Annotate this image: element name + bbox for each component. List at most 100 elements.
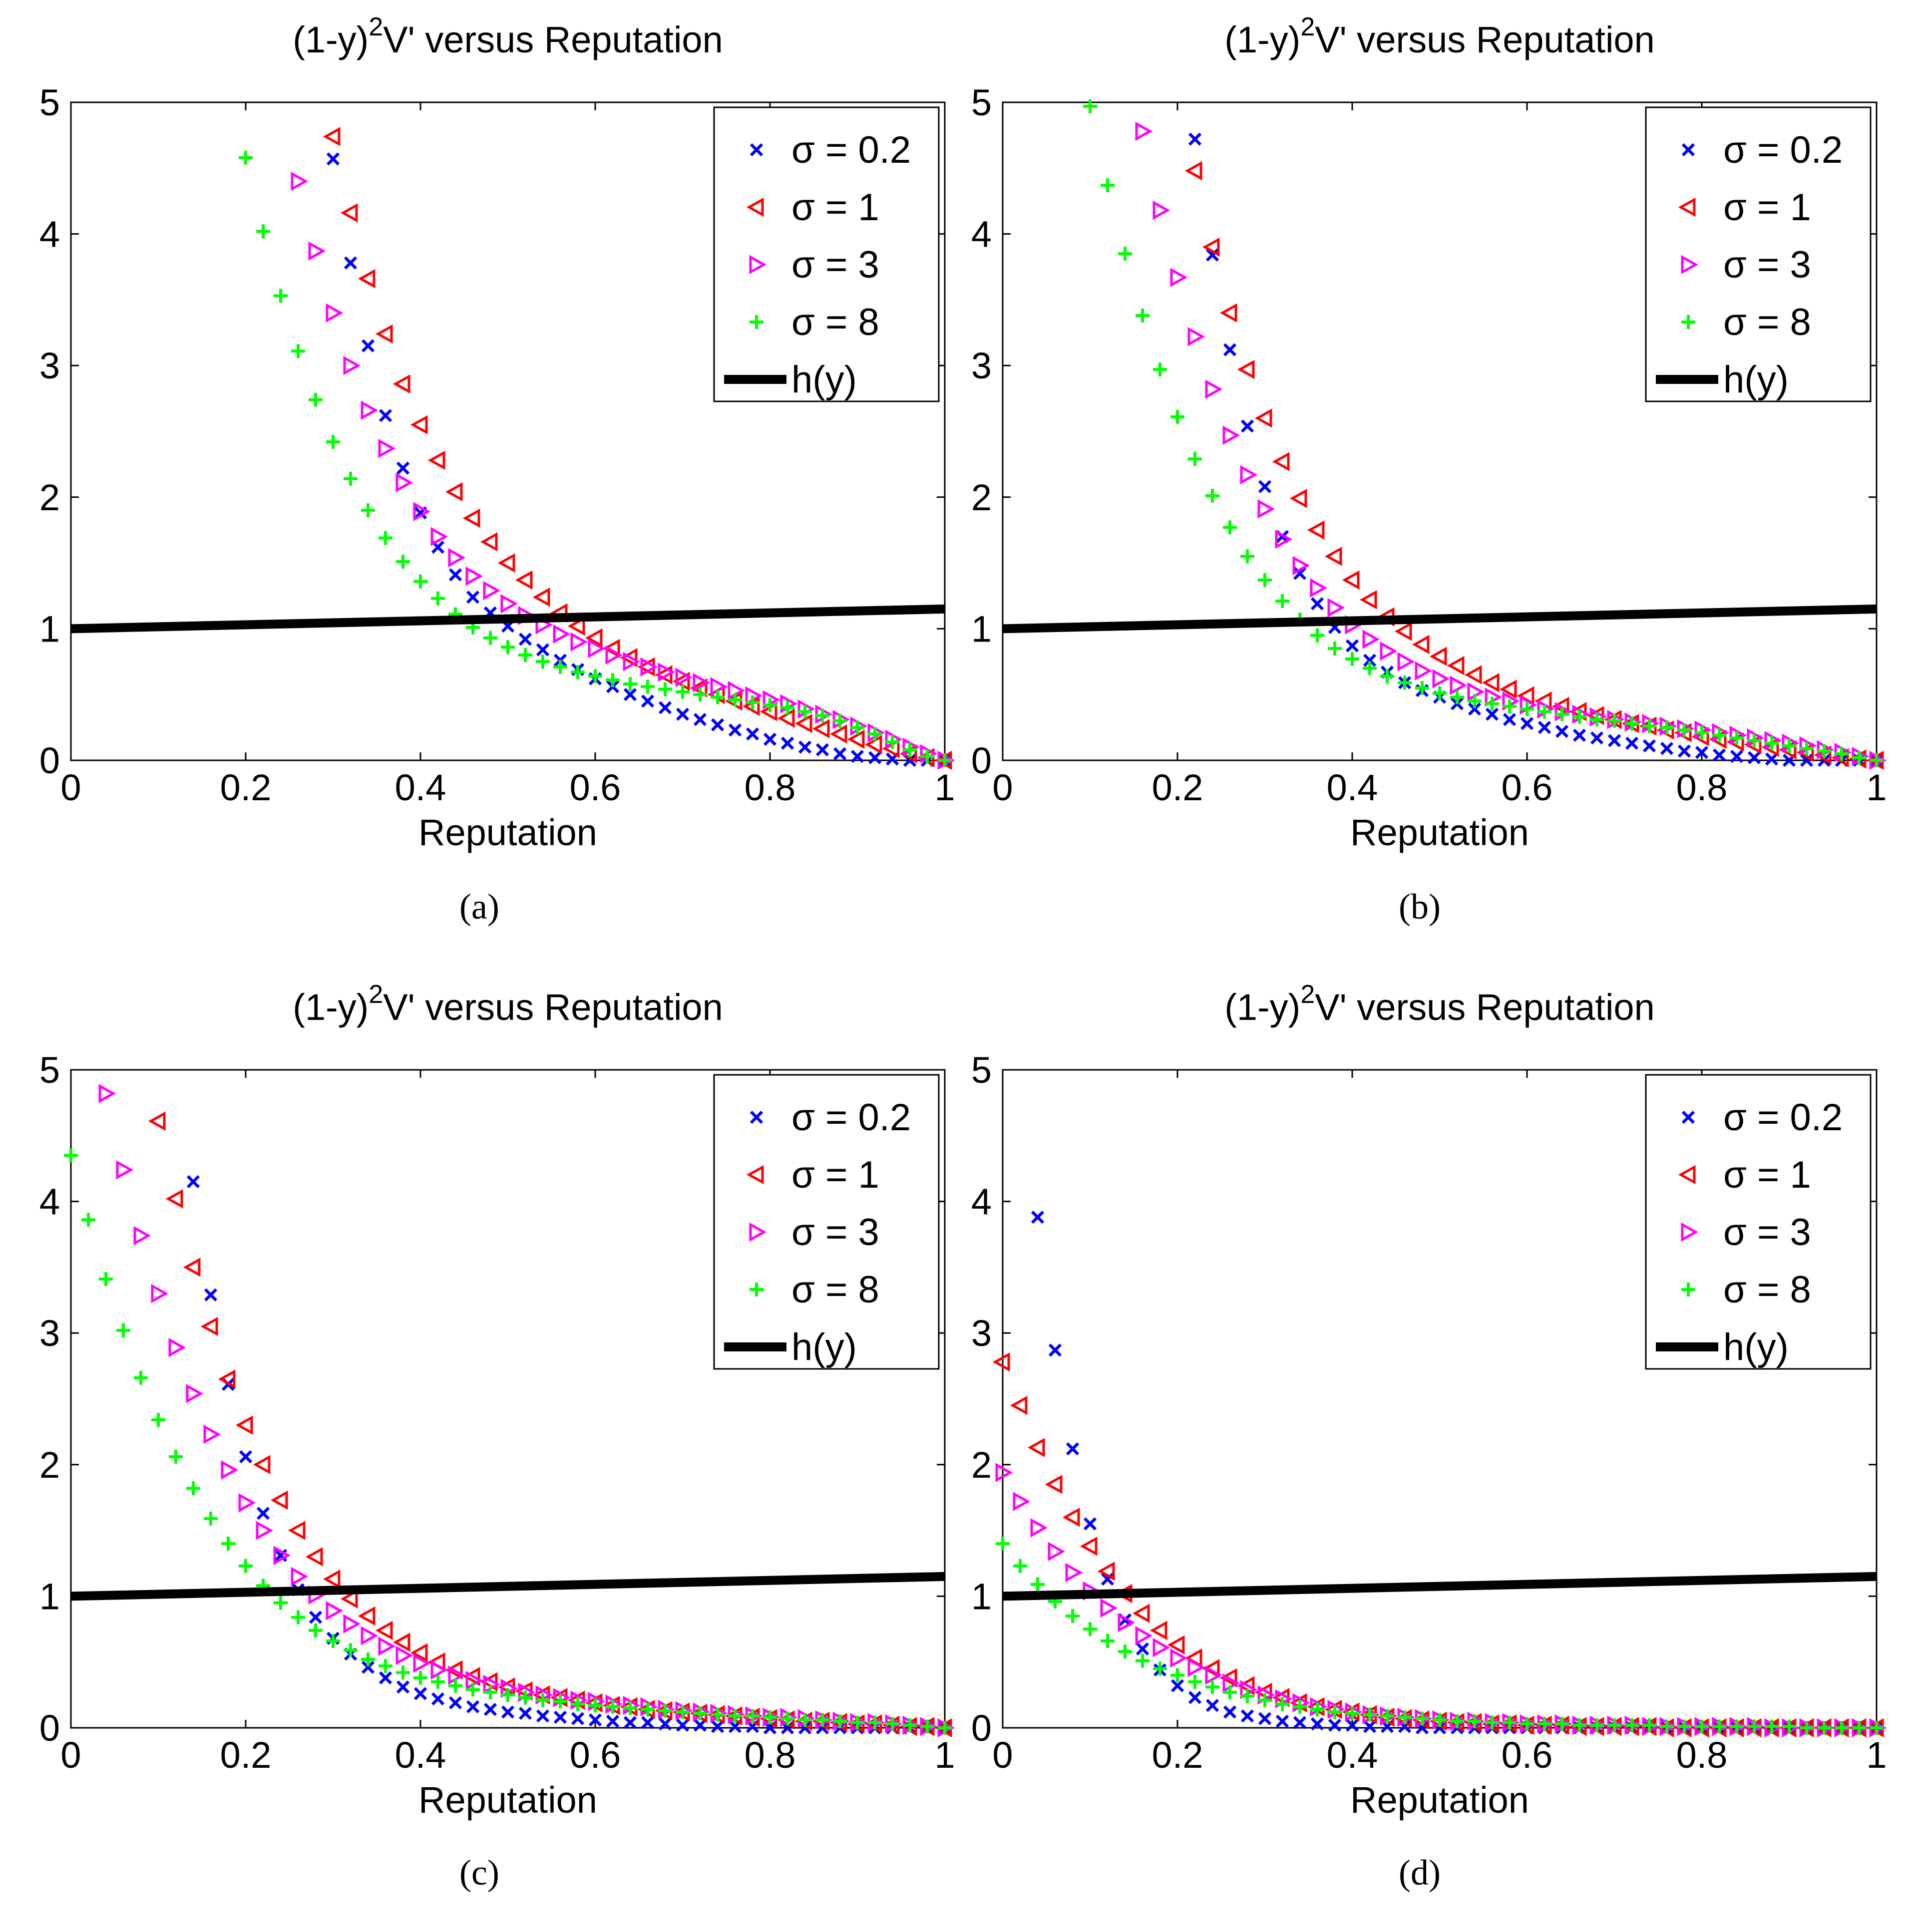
data-point bbox=[1555, 707, 1569, 721]
data-point bbox=[518, 1690, 532, 1705]
plot-frame bbox=[70, 1069, 946, 1729]
data-point bbox=[920, 1719, 934, 1734]
legend-marker bbox=[749, 1222, 767, 1242]
data-point bbox=[1083, 99, 1097, 113]
data-point bbox=[885, 735, 899, 749]
data-point bbox=[413, 574, 427, 589]
y-tick-label: 0 bbox=[39, 740, 60, 781]
data-point bbox=[1397, 652, 1415, 671]
data-point bbox=[448, 1678, 462, 1693]
series-sigma-0-2 bbox=[326, 152, 952, 767]
legend-marker bbox=[1681, 255, 1699, 275]
data-point bbox=[1747, 733, 1761, 748]
data-point bbox=[1152, 1637, 1170, 1657]
data-point bbox=[1324, 547, 1342, 566]
data-point bbox=[378, 1636, 396, 1656]
data-point bbox=[1170, 1679, 1184, 1692]
data-point bbox=[850, 749, 864, 763]
data-point bbox=[361, 1660, 375, 1674]
data-point bbox=[501, 640, 515, 654]
data-point bbox=[183, 1258, 201, 1277]
data-point bbox=[1170, 1648, 1188, 1668]
data-point bbox=[515, 570, 533, 590]
plot-frame bbox=[1002, 101, 1878, 761]
data-point bbox=[291, 1567, 309, 1587]
legend-entry: σ = 0.2 bbox=[791, 129, 911, 171]
data-point bbox=[885, 1717, 899, 1731]
data-point bbox=[256, 1507, 270, 1520]
data-point bbox=[1136, 1642, 1149, 1655]
data-point bbox=[1695, 1719, 1709, 1734]
data-point bbox=[309, 1623, 323, 1637]
data-point bbox=[133, 1226, 151, 1246]
data-point bbox=[536, 1693, 550, 1707]
legend-entry: σ = 3 bbox=[791, 1211, 879, 1254]
data-point bbox=[570, 632, 588, 652]
data-point bbox=[798, 1713, 812, 1727]
data-point bbox=[1625, 736, 1639, 750]
data-point bbox=[1482, 673, 1500, 692]
data-point bbox=[305, 1547, 323, 1567]
data-point bbox=[431, 1674, 445, 1689]
data-point bbox=[1537, 704, 1551, 719]
data-point bbox=[1485, 1715, 1499, 1730]
data-point bbox=[868, 751, 882, 764]
panel-caption: (b) bbox=[1399, 887, 1441, 927]
data-point bbox=[1433, 686, 1447, 700]
data-point bbox=[1362, 630, 1380, 649]
data-point bbox=[392, 374, 410, 394]
data-point bbox=[606, 1699, 620, 1714]
data-point bbox=[536, 643, 550, 656]
legend-entry: σ = 3 bbox=[1723, 1211, 1811, 1254]
data-point bbox=[1083, 1517, 1097, 1531]
data-point bbox=[798, 704, 812, 719]
plot-frame bbox=[70, 101, 946, 761]
data-point bbox=[396, 461, 410, 475]
legend: σ = 0.2 σ = 1 σ = 3 σ = 8 h(y) bbox=[1645, 1074, 1872, 1370]
data-point bbox=[847, 729, 865, 749]
data-point bbox=[1257, 499, 1275, 519]
data-point bbox=[728, 1709, 742, 1723]
data-point bbox=[693, 673, 711, 692]
data-point bbox=[396, 1680, 410, 1694]
data-point bbox=[1572, 710, 1586, 724]
data-point bbox=[1345, 1706, 1359, 1720]
data-point bbox=[396, 1665, 410, 1680]
legend-marker bbox=[750, 1283, 764, 1296]
data-point bbox=[763, 732, 777, 746]
data-point bbox=[1153, 1661, 1167, 1676]
data-point bbox=[641, 694, 655, 708]
panel-caption: (c) bbox=[459, 1853, 499, 1893]
y-tick-label: 1 bbox=[971, 608, 992, 649]
data-point bbox=[606, 1714, 620, 1728]
data-point bbox=[431, 1692, 445, 1706]
data-point bbox=[833, 747, 847, 760]
data-point bbox=[1223, 520, 1237, 535]
data-point bbox=[323, 127, 341, 146]
x-tick-label: 0 bbox=[992, 767, 1013, 808]
data-point bbox=[1293, 567, 1307, 580]
data-point bbox=[1730, 1719, 1744, 1734]
data-point bbox=[585, 628, 603, 648]
data-point bbox=[1835, 1721, 1849, 1735]
data-point bbox=[340, 203, 358, 223]
legend-entry: σ = 3 bbox=[791, 244, 879, 286]
data-point bbox=[308, 241, 326, 261]
data-point bbox=[361, 339, 375, 352]
data-point bbox=[1747, 751, 1761, 764]
data-point bbox=[1097, 1562, 1115, 1581]
data-point bbox=[379, 1659, 392, 1673]
data-point bbox=[1660, 1719, 1674, 1734]
legend-entry: σ = 8 bbox=[1723, 1269, 1811, 1311]
data-point bbox=[1782, 1719, 1796, 1734]
data-point bbox=[641, 1716, 655, 1729]
data-point bbox=[571, 1697, 585, 1711]
data-point bbox=[1642, 1718, 1656, 1732]
data-point bbox=[1642, 739, 1656, 753]
data-point bbox=[658, 701, 672, 714]
legend-marker bbox=[749, 255, 767, 275]
data-point bbox=[151, 1413, 165, 1427]
data-point bbox=[571, 1712, 585, 1725]
data-point bbox=[693, 713, 707, 726]
